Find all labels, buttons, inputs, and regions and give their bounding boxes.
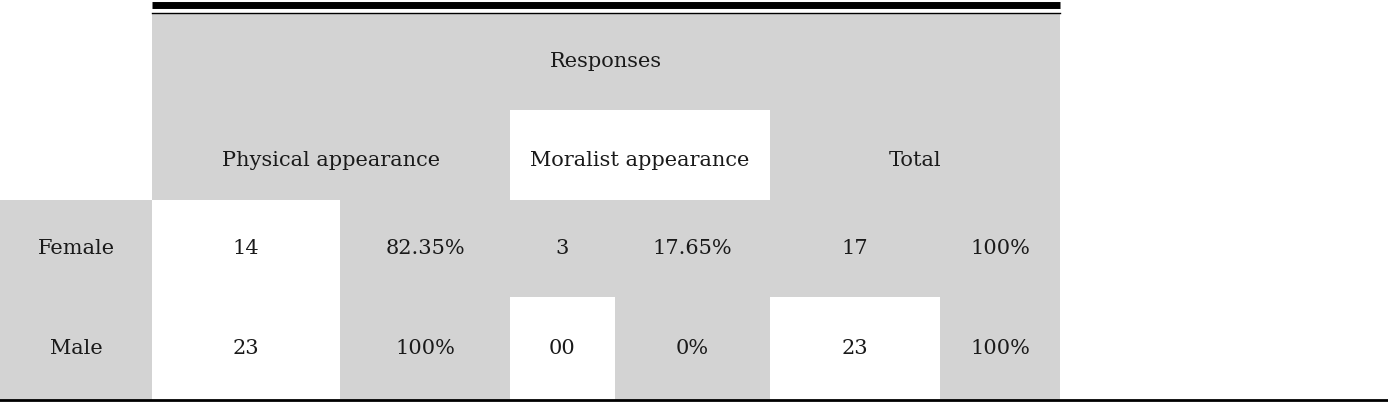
Text: 00: 00: [550, 339, 576, 358]
Bar: [770, 200, 940, 297]
Text: 23: 23: [841, 339, 869, 358]
Text: 100%: 100%: [396, 339, 455, 358]
Text: Moralist appearance: Moralist appearance: [530, 150, 750, 169]
Bar: [153, 13, 1060, 110]
Text: Female: Female: [37, 239, 115, 258]
Text: Male: Male: [50, 339, 103, 358]
Text: Total: Total: [888, 150, 941, 169]
Bar: [153, 200, 340, 297]
Bar: [940, 297, 1060, 400]
Bar: [615, 297, 770, 400]
Bar: [340, 200, 509, 297]
Bar: [153, 297, 340, 400]
Text: 14: 14: [233, 239, 260, 258]
Text: 17.65%: 17.65%: [652, 239, 733, 258]
Bar: [153, 110, 509, 200]
Text: 3: 3: [555, 239, 569, 258]
Text: 100%: 100%: [970, 239, 1030, 258]
Bar: [770, 297, 940, 400]
Bar: [0, 200, 153, 297]
Text: Responses: Responses: [550, 52, 662, 71]
Bar: [509, 110, 770, 200]
Text: 82.35%: 82.35%: [386, 239, 465, 258]
Bar: [340, 297, 509, 400]
Text: 100%: 100%: [970, 339, 1030, 358]
Text: 17: 17: [841, 239, 869, 258]
Bar: [770, 110, 1060, 200]
Text: 23: 23: [233, 339, 260, 358]
Bar: [509, 200, 615, 297]
Bar: [509, 297, 615, 400]
Text: 0%: 0%: [676, 339, 709, 358]
Bar: [615, 200, 770, 297]
Bar: [940, 200, 1060, 297]
Text: Physical appearance: Physical appearance: [222, 150, 440, 169]
Bar: [0, 297, 153, 400]
